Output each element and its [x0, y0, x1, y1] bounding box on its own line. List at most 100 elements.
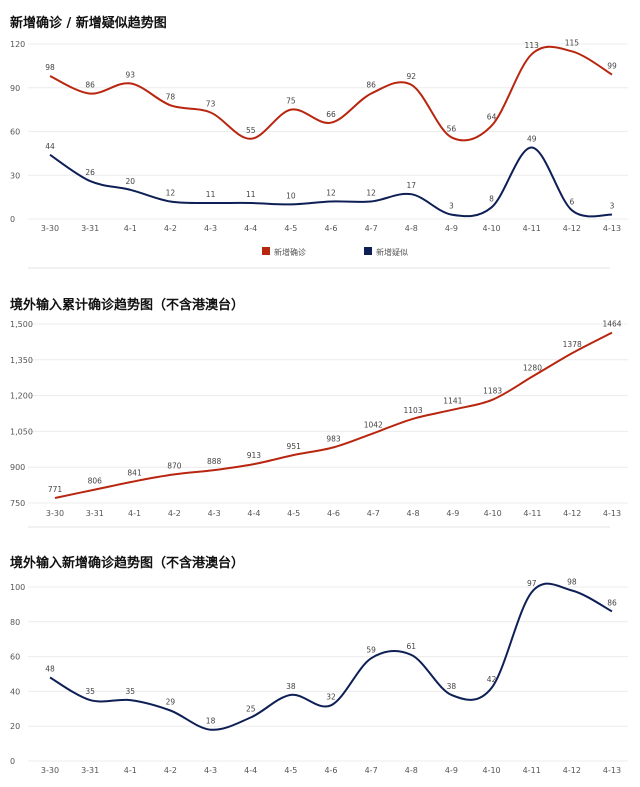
x-tick-label: 4-13	[603, 224, 621, 233]
data-label: 61	[407, 642, 417, 651]
legend-swatch	[262, 247, 270, 255]
chart-2: 境外输入累计确诊趋势图（不含港澳台） 750 900 1,050 1,200 1,350 1…	[10, 297, 628, 518]
x-tick-label: 4-5	[284, 766, 297, 775]
series-line	[49, 146, 613, 218]
data-label: 12	[166, 189, 176, 198]
data-label: 11	[246, 190, 256, 199]
data-label: 20	[126, 177, 136, 186]
data-label: 97	[527, 579, 537, 588]
x-tick-label: 4-6	[324, 766, 337, 775]
x-tick-label: 4-4	[244, 766, 257, 775]
x-tick-label: 4-3	[204, 766, 217, 775]
series-line	[54, 331, 613, 499]
x-tick-label: 3-31	[81, 224, 99, 233]
data-label: 12	[326, 189, 336, 198]
x-tick-label: 4-7	[367, 509, 380, 518]
series-line	[49, 45, 613, 142]
x-tick-label: 3-30	[41, 224, 59, 233]
y-tick-label: 60	[10, 653, 20, 662]
data-label: 42	[487, 675, 497, 684]
data-label: 1183	[483, 387, 502, 396]
data-label: 86	[366, 81, 376, 90]
data-label: 38	[447, 682, 457, 691]
x-tick-label: 4-3	[204, 224, 217, 233]
x-tick-label: 4-10	[484, 509, 502, 518]
data-label: 35	[126, 687, 136, 696]
data-label: 806	[88, 477, 103, 486]
data-label: 1378	[563, 340, 582, 349]
data-label: 25	[246, 705, 256, 714]
x-tick-label: 4-2	[164, 224, 177, 233]
y-tick-label: 0	[10, 757, 15, 766]
chart-title: 境外输入新增确诊趋势图（不含港澳台）	[10, 555, 244, 571]
x-tick-label: 4-5	[284, 224, 297, 233]
data-label: 49	[527, 135, 537, 144]
chart-1: 新增确诊 / 新增疑似趋势图 0 30 60 90 120 3-30 3-31 4-1 4-2 4-…	[10, 15, 628, 257]
x-tick-label: 4-4	[244, 224, 257, 233]
y-tick-label: 80	[10, 618, 20, 627]
x-tick-label: 4-12	[563, 224, 581, 233]
x-tick-label: 4-2	[164, 766, 177, 775]
data-label: 1280	[523, 364, 542, 373]
x-tick-label: 4-9	[446, 509, 459, 518]
y-tick-label: 900	[10, 463, 25, 472]
x-tick-label: 4-9	[445, 766, 458, 775]
x-tick-label: 4-12	[563, 509, 581, 518]
y-tick-label: 40	[10, 687, 20, 696]
legend-swatch	[364, 247, 372, 255]
data-label: 841	[127, 468, 142, 477]
data-label: 1042	[364, 420, 383, 429]
data-label: 8	[489, 194, 494, 203]
data-label: 48	[45, 664, 55, 673]
legend-label: 新增确诊	[274, 247, 306, 257]
x-tick-label: 3-30	[46, 509, 64, 518]
y-tick-label: 90	[10, 84, 20, 93]
x-tick-label: 4-8	[407, 509, 420, 518]
data-label: 12	[366, 189, 376, 198]
data-label: 1103	[404, 406, 423, 415]
x-tick-label: 3-31	[86, 509, 104, 518]
x-tick-label: 4-13	[603, 509, 621, 518]
data-label: 11	[206, 190, 216, 199]
data-label: 29	[166, 698, 176, 707]
x-tick-label: 4-13	[603, 766, 621, 775]
data-label: 98	[567, 577, 577, 586]
data-label: 26	[85, 168, 95, 177]
y-tick-label: 0	[10, 215, 15, 224]
data-label: 86	[607, 598, 617, 607]
data-label: 78	[166, 92, 176, 101]
x-tick-label: 4-5	[287, 509, 300, 518]
data-label: 115	[565, 38, 580, 47]
data-label: 951	[287, 442, 302, 451]
x-tick-label: 4-12	[563, 766, 581, 775]
x-tick-label: 4-4	[247, 509, 260, 518]
x-tick-label: 4-6	[327, 509, 340, 518]
x-tick-label: 3-30	[41, 766, 59, 775]
y-tick-label: 750	[10, 499, 25, 508]
x-tick-label: 4-10	[482, 224, 500, 233]
data-label: 18	[206, 717, 216, 726]
data-label: 73	[206, 100, 216, 109]
y-tick-label: 100	[10, 583, 25, 592]
legend-item: 新增疑似	[364, 247, 408, 257]
data-label: 99	[607, 62, 617, 71]
data-label: 56	[447, 124, 457, 133]
data-label: 3	[449, 202, 454, 211]
y-tick-label: 1,350	[10, 356, 33, 365]
x-tick-label: 4-9	[445, 224, 458, 233]
y-tick-label: 60	[10, 128, 20, 137]
data-label: 888	[207, 457, 222, 466]
x-tick-label: 4-11	[523, 766, 541, 775]
data-label: 1464	[602, 320, 621, 329]
x-tick-label: 4-1	[124, 224, 137, 233]
x-tick-label: 4-7	[365, 766, 378, 775]
data-label: 10	[286, 191, 296, 200]
data-label: 86	[85, 81, 95, 90]
data-label: 913	[247, 451, 262, 460]
x-tick-label: 4-7	[365, 224, 378, 233]
y-tick-label: 1,200	[10, 392, 33, 401]
data-label: 55	[246, 126, 256, 135]
data-label: 6	[569, 197, 574, 206]
